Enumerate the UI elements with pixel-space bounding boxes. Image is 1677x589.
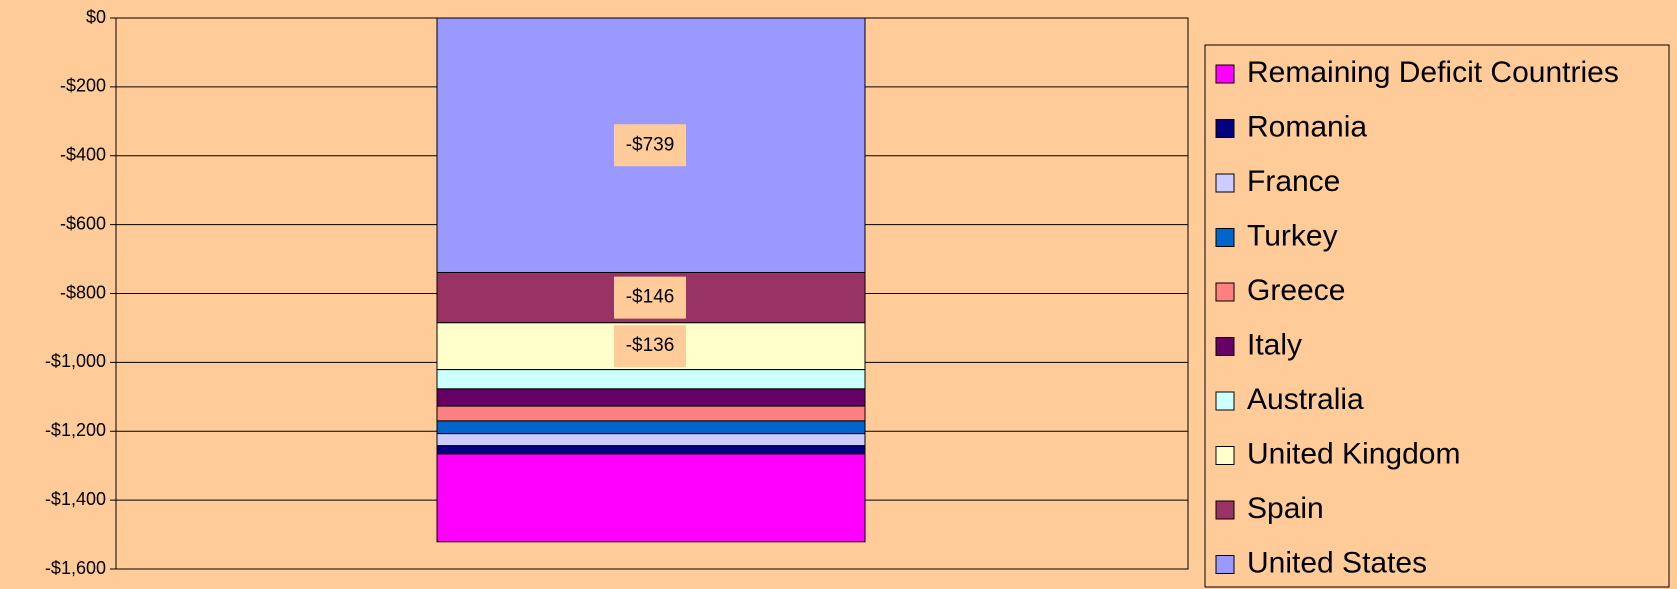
- legend-swatch: [1215, 391, 1235, 411]
- legend-swatch: [1215, 64, 1235, 84]
- y-tick-label: -$1,600: [45, 558, 106, 578]
- legend-label: United Kingdom: [1247, 437, 1460, 470]
- legend-label: France: [1247, 165, 1340, 198]
- legend-label: Turkey: [1247, 219, 1338, 252]
- legend-label: Spain: [1247, 492, 1324, 525]
- data-label: -$739: [626, 134, 675, 155]
- legend-swatch: [1215, 119, 1235, 138]
- data-label-bg: [614, 325, 686, 368]
- data-label: -$146: [626, 287, 675, 308]
- legend-swatch: [1215, 446, 1235, 465]
- data-label-bg: [614, 124, 686, 167]
- data-label: -$136: [626, 335, 675, 356]
- y-tick-label: -$1,400: [45, 489, 106, 509]
- y-tick-label: -$1,000: [45, 351, 106, 371]
- bar-segment: [436, 405, 866, 422]
- legend-label: Italy: [1247, 328, 1302, 361]
- legend-label: Greece: [1247, 274, 1345, 307]
- legend-label: Australia: [1247, 383, 1364, 416]
- legend-swatch: [1215, 228, 1235, 247]
- y-tick-label: -$1,200: [45, 420, 106, 440]
- y-tick-label: $0: [86, 7, 106, 27]
- legend: [1204, 44, 1670, 588]
- y-tick-label: -$200: [60, 76, 106, 96]
- bar-segment: [436, 420, 866, 435]
- bar-segment: [436, 369, 866, 390]
- legend-swatch: [1215, 173, 1235, 193]
- data-label-bg: [614, 276, 686, 319]
- y-tick-label: -$600: [60, 213, 106, 233]
- y-tick-label: -$800: [60, 282, 106, 302]
- y-tick-label: -$400: [60, 145, 106, 165]
- bar-segment: [436, 445, 866, 455]
- legend-swatch: [1215, 337, 1235, 356]
- bar-segment: [436, 433, 866, 447]
- legend-swatch: [1215, 555, 1235, 574]
- legend-label: United States: [1247, 546, 1427, 579]
- legend-swatch: [1215, 500, 1235, 520]
- legend-swatch: [1215, 282, 1235, 302]
- bar-segment: [436, 453, 866, 543]
- legend-label: Romania: [1247, 110, 1367, 143]
- legend-label: Remaining Deficit Countries: [1247, 56, 1619, 89]
- bar-segment: [436, 388, 866, 407]
